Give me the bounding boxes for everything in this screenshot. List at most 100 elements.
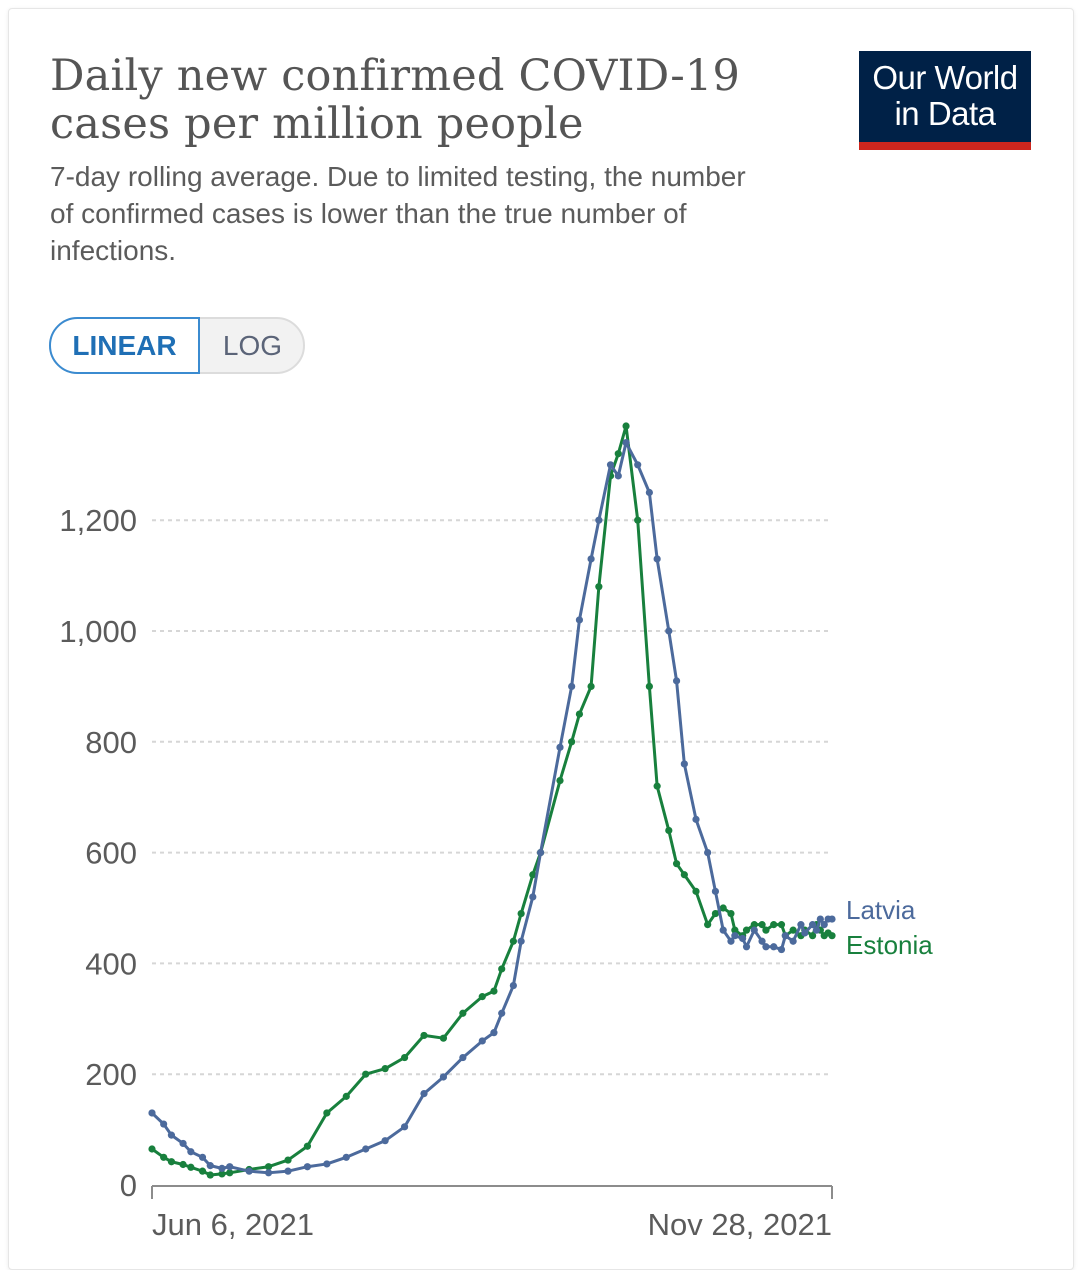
data-point[interactable] — [672, 677, 681, 685]
data-point[interactable] — [226, 1169, 234, 1177]
data-point[interactable] — [777, 945, 786, 954]
data-point[interactable] — [587, 682, 595, 690]
data-point[interactable] — [820, 921, 828, 929]
data-point[interactable] — [680, 871, 688, 879]
data-point[interactable] — [400, 1053, 409, 1062]
data-point[interactable] — [704, 921, 712, 929]
data-point[interactable] — [556, 776, 564, 785]
data-point[interactable] — [490, 987, 498, 995]
data-point[interactable] — [509, 937, 517, 945]
data-point[interactable] — [797, 921, 805, 929]
data-point[interactable] — [704, 849, 712, 857]
data-point[interactable] — [264, 1169, 273, 1177]
data-point[interactable] — [439, 1073, 448, 1081]
data-point[interactable] — [160, 1153, 168, 1161]
data-point[interactable] — [420, 1089, 428, 1098]
data-point[interactable] — [606, 461, 615, 469]
data-point[interactable] — [614, 472, 622, 480]
data-point[interactable] — [789, 937, 797, 945]
data-point[interactable] — [167, 1158, 176, 1166]
data-point[interactable] — [556, 743, 564, 751]
data-point[interactable] — [634, 516, 642, 524]
data-point[interactable] — [587, 555, 595, 563]
data-point[interactable] — [498, 965, 506, 973]
data-point[interactable] — [781, 932, 789, 940]
data-point[interactable] — [179, 1139, 187, 1148]
data-point[interactable] — [595, 583, 603, 591]
data-point[interactable] — [284, 1156, 292, 1164]
data-point[interactable] — [789, 926, 797, 934]
owid-logo[interactable]: Our World in Data — [859, 51, 1031, 150]
data-point[interactable] — [381, 1137, 389, 1145]
data-point[interactable] — [568, 682, 576, 690]
data-point[interactable] — [653, 782, 661, 790]
linear-scale-button[interactable]: LINEAR — [49, 317, 200, 374]
data-point[interactable] — [808, 932, 817, 940]
data-point[interactable] — [198, 1153, 207, 1161]
data-point[interactable] — [762, 943, 770, 951]
data-point[interactable] — [362, 1070, 370, 1078]
data-point[interactable] — [665, 826, 673, 835]
data-point[interactable] — [812, 926, 821, 934]
data-point[interactable] — [719, 904, 727, 912]
data-point[interactable] — [148, 1109, 156, 1117]
data-point[interactable] — [575, 616, 584, 624]
data-point[interactable] — [218, 1164, 226, 1172]
data-point[interactable] — [362, 1145, 370, 1153]
data-point[interactable] — [264, 1163, 273, 1171]
data-point[interactable] — [459, 1009, 467, 1017]
data-point[interactable] — [801, 929, 809, 937]
data-point[interactable] — [634, 461, 642, 469]
data-point[interactable] — [711, 909, 720, 918]
data-point[interactable] — [777, 921, 786, 929]
data-point[interactable] — [509, 981, 517, 990]
data-point[interactable] — [828, 932, 836, 940]
data-point[interactable] — [536, 849, 545, 857]
data-point[interactable] — [622, 439, 630, 447]
data-point[interactable] — [645, 682, 653, 690]
data-point[interactable] — [400, 1123, 409, 1131]
data-point[interactable] — [672, 860, 681, 868]
data-point[interactable] — [808, 921, 817, 929]
data-point[interactable] — [342, 1092, 350, 1100]
data-point[interactable] — [187, 1148, 195, 1156]
data-point[interactable] — [692, 815, 700, 823]
data-point[interactable] — [303, 1163, 312, 1171]
data-point[interactable] — [762, 926, 770, 934]
data-point[interactable] — [742, 926, 751, 934]
data-point[interactable] — [517, 937, 525, 945]
data-point[interactable] — [692, 887, 700, 895]
log-scale-button[interactable]: LOG — [222, 329, 283, 361]
data-point[interactable] — [680, 760, 688, 768]
data-point[interactable] — [575, 710, 584, 718]
data-point[interactable] — [758, 937, 766, 945]
data-point[interactable] — [529, 871, 537, 879]
data-point[interactable] — [750, 926, 758, 934]
data-point[interactable] — [160, 1120, 168, 1128]
data-point[interactable] — [529, 893, 537, 901]
data-point[interactable] — [490, 1029, 498, 1037]
data-point[interactable] — [206, 1171, 214, 1179]
data-point[interactable] — [665, 627, 673, 635]
series-line-latvia[interactable] — [150, 441, 834, 1175]
series-line-estonia[interactable] — [150, 424, 834, 1177]
data-point[interactable] — [478, 1037, 486, 1045]
data-point[interactable] — [568, 738, 576, 746]
data-point[interactable] — [245, 1167, 253, 1175]
data-point[interactable] — [739, 934, 747, 943]
data-point[interactable] — [731, 932, 739, 940]
data-point[interactable] — [284, 1167, 292, 1175]
data-point[interactable] — [727, 909, 735, 918]
data-point[interactable] — [381, 1065, 389, 1073]
data-point[interactable] — [816, 915, 824, 923]
data-point[interactable] — [731, 926, 739, 934]
data-point[interactable] — [478, 993, 486, 1001]
data-point[interactable] — [439, 1034, 448, 1042]
data-point[interactable] — [167, 1131, 176, 1139]
data-point[interactable] — [179, 1160, 187, 1169]
data-point[interactable] — [770, 943, 778, 951]
data-point[interactable] — [727, 937, 735, 945]
data-point[interactable] — [218, 1170, 226, 1178]
data-point[interactable] — [711, 887, 720, 895]
data-point[interactable] — [595, 516, 603, 524]
